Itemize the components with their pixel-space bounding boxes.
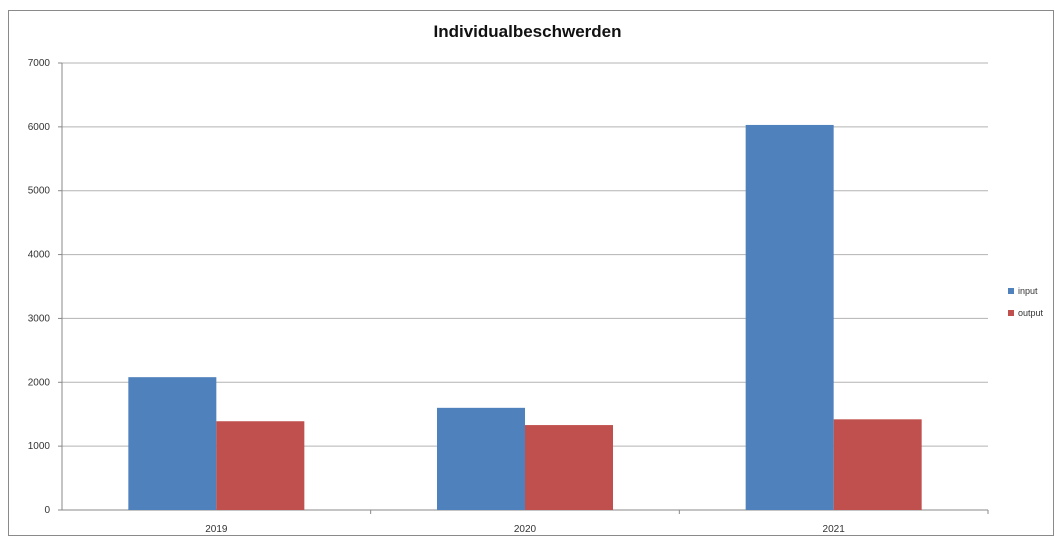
y-tick-label: 2000	[28, 377, 51, 388]
x-tick-label: 2019	[205, 524, 228, 535]
y-tick-label: 3000	[28, 313, 51, 324]
bar-input-2019	[128, 377, 217, 510]
y-tick-label: 6000	[28, 122, 51, 133]
chart-title: Individualbeschwerden	[433, 22, 622, 41]
legend-label-output: output	[1018, 308, 1044, 318]
bar-output-2021	[833, 419, 922, 510]
x-tick-label: 2020	[514, 524, 537, 535]
bar-output-2020	[525, 425, 613, 510]
bar-input-2020	[437, 407, 525, 510]
y-tick-label: 0	[44, 505, 50, 516]
y-tick-label: 7000	[28, 58, 51, 69]
y-tick-label: 4000	[28, 250, 51, 261]
bar-input-2021	[745, 124, 834, 510]
bar-output-2019	[216, 421, 305, 510]
legend-label-input: input	[1018, 286, 1038, 296]
y-tick-label: 5000	[28, 186, 51, 197]
legend-swatch-input	[1008, 288, 1014, 294]
y-tick-label: 1000	[28, 441, 51, 452]
legend-swatch-output	[1008, 310, 1014, 316]
x-tick-label: 2021	[823, 524, 846, 535]
